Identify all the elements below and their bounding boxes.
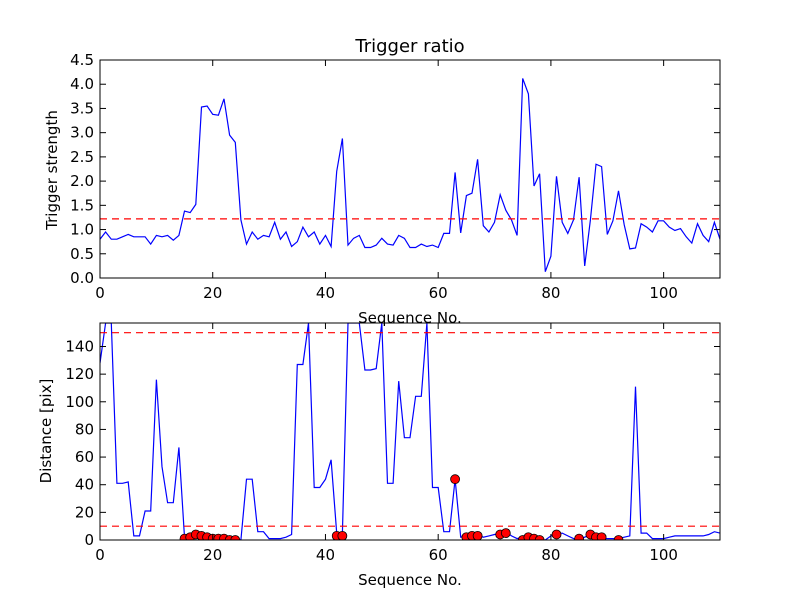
y-tick-label: 0.0: [70, 269, 94, 287]
y-tick-label: 20: [75, 503, 94, 521]
data-point: [472, 530, 483, 540]
trigger-ratio-chart: Trigger ratio 0 20 40 60 80 100 0.0 0.5 1.0 1.5 2.…: [43, 36, 721, 327]
data-point: [230, 535, 241, 540]
x-tick-label: 40: [316, 284, 335, 302]
y-tick-label: 1.5: [70, 196, 94, 214]
y-tick-label: 3.0: [70, 124, 94, 142]
x-tick-label: 100: [649, 546, 678, 564]
plot-frame: [99, 322, 721, 541]
data-point: [613, 535, 624, 540]
y-tick-label: 100: [65, 393, 94, 411]
y-tick-label: 80: [75, 420, 94, 438]
x-tick-label: 0: [95, 546, 105, 564]
y-tick-label: 120: [65, 365, 94, 383]
x-axis-label: Sequence No.: [358, 309, 462, 327]
y-tick-label: 2.5: [70, 148, 94, 166]
y-tick-label: 1.0: [70, 221, 94, 239]
data-point: [534, 535, 545, 540]
x-tick-label: 20: [203, 284, 222, 302]
tick-layer: 0 20 40 60 80 100 0.0 0.5 1.0 1.5 2.0 2.5 3.0 3.5 4.0 4…: [70, 51, 720, 302]
y-tick-label: 2.0: [70, 172, 94, 190]
series-line: [100, 78, 720, 272]
y-tick-label: 140: [65, 337, 94, 355]
x-tick-label: 40: [316, 546, 335, 564]
y-tick-label: 4.5: [70, 51, 94, 69]
tick-layer: 0 20 40 60 80 100 0 20 40 60 80 100 120 140: [65, 323, 720, 564]
x-tick-label: 60: [429, 546, 448, 564]
data-point: [500, 528, 511, 538]
x-tick-label: 100: [649, 284, 678, 302]
x-tick-label: 80: [541, 546, 560, 564]
series-layer: [100, 323, 720, 540]
plot-frame: [99, 59, 721, 279]
data-point: [551, 529, 562, 540]
y-tick-label: 60: [75, 448, 94, 466]
series-layer: [100, 78, 720, 272]
data-point: [574, 533, 584, 540]
y-axis-label: Distance [pix]: [37, 379, 55, 484]
data-point: [450, 474, 460, 485]
y-tick-label: 0.5: [70, 245, 94, 263]
chart-title: Trigger ratio: [354, 36, 464, 57]
y-tick-label: 4.0: [70, 75, 94, 93]
x-tick-label: 80: [541, 284, 560, 302]
data-point: [337, 530, 348, 540]
y-tick-label: 0: [84, 531, 94, 549]
x-tick-label: 0: [95, 284, 105, 302]
x-axis-label: Sequence No.: [358, 571, 462, 589]
y-tick-label: 40: [75, 476, 94, 494]
y-tick-label: 3.5: [70, 99, 94, 117]
x-tick-label: 60: [429, 284, 448, 302]
distance-chart: 0 20 40 60 80 100 0 20 40 60 80 100 120 140 Sequence …: [37, 322, 721, 589]
y-axis-label: Trigger strength: [43, 110, 61, 231]
x-tick-label: 20: [203, 546, 222, 564]
data-point: [596, 532, 607, 540]
